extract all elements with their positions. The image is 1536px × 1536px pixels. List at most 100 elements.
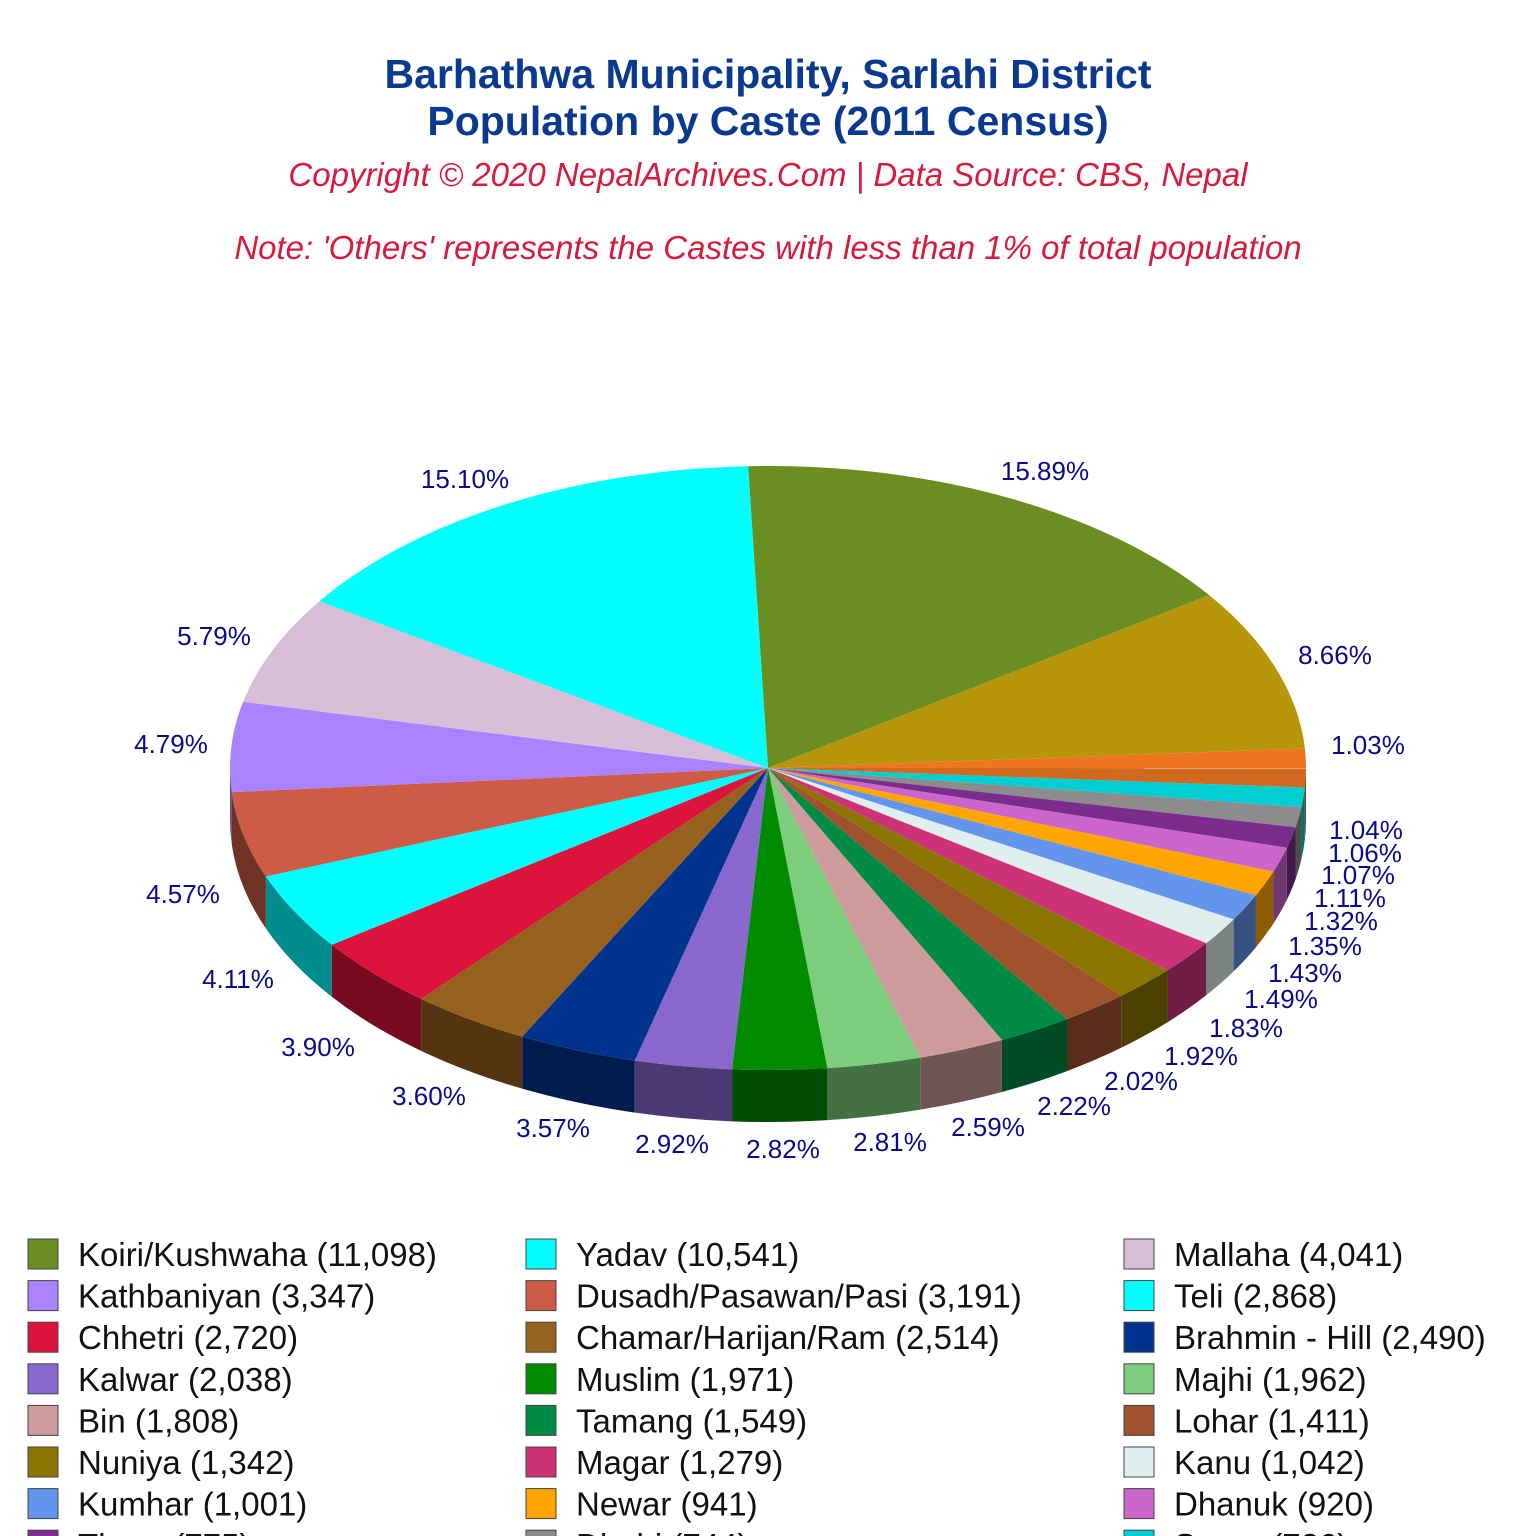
pct-label: 15.89%: [1001, 456, 1089, 486]
pie-side-kumhar: [1233, 895, 1256, 972]
legend-item-majhi: Majhi (1,962): [1123, 1361, 1367, 1398]
pie-slice-kanu: [768, 768, 1234, 944]
pie-slice-lohar: [768, 768, 1122, 1020]
legend-item-tamang: Tamang (1,549): [525, 1402, 807, 1439]
pie-slice-brahmin-hill: [522, 768, 768, 1061]
pct-label: 2.82%: [746, 1134, 820, 1164]
legend-swatch: [525, 1321, 557, 1353]
legend-item-chamar-harijan-ram: Chamar/Harijan/Ram (2,514): [525, 1319, 1000, 1356]
legend-label: Dhanuk (920): [1174, 1486, 1374, 1523]
legend-label: Sonar (726): [1174, 1527, 1348, 1536]
pie-side-tamang: [1001, 1019, 1068, 1092]
legend-item-kalwar: Kalwar (2,038): [27, 1361, 293, 1398]
pie-top: [229, 466, 1306, 1070]
legend-swatch: [525, 1280, 557, 1312]
pct-label: 2.59%: [951, 1112, 1025, 1142]
pct-label: 4.79%: [134, 729, 208, 759]
pct-label: 1.35%: [1288, 931, 1362, 961]
pct-label: 2.02%: [1104, 1066, 1178, 1096]
pct-label: 3.90%: [281, 1032, 355, 1062]
legend-swatch: [525, 1446, 557, 1478]
pie-side-magar: [1167, 943, 1207, 1023]
legend-swatch: [525, 1363, 557, 1395]
legend-label: Kumhar (1,001): [78, 1486, 307, 1523]
legend-swatch: [27, 1446, 59, 1478]
legend-item-dusadh-pasawan-pasi: Dusadh/Pasawan/Pasi (3,191): [525, 1278, 1022, 1315]
legend-item-chhetri: Chhetri (2,720): [27, 1319, 298, 1356]
pie-side-kanu: [1206, 919, 1234, 996]
pct-label: 1.06%: [1328, 838, 1402, 868]
pct-label: 1.07%: [1321, 860, 1395, 890]
legend-label: Dusadh/Pasawan/Pasi (3,191): [576, 1278, 1022, 1315]
legend-label: Teli (2,868): [1174, 1278, 1337, 1315]
legend-label: Koiri/Kushwaha (11,098): [78, 1236, 437, 1273]
pie-side-kalwar: [634, 1060, 733, 1122]
pie-side-dhanuk: [1273, 847, 1287, 924]
legend-swatch: [1123, 1363, 1155, 1395]
pct-label: 1.32%: [1304, 906, 1378, 936]
legend-swatch: [1123, 1321, 1155, 1353]
pie-side-muslim: [732, 1068, 828, 1122]
pie-slice-bin: [768, 768, 1002, 1058]
legend-item-kumhar: Kumhar (1,001): [27, 1486, 307, 1523]
legend-item-newar: Newar (941): [525, 1486, 758, 1523]
pie-slice-others: [768, 595, 1305, 768]
pie-side-dusadh-pasawan-pasi: [231, 792, 266, 929]
legend-item-dhobi: Dhobi (744): [525, 1527, 748, 1536]
pie-slice-thaaru: [768, 748, 1306, 769]
pie-slice-dusadh-pasawan-pasi: [231, 768, 769, 877]
pct-label: 3.60%: [392, 1081, 466, 1111]
legend-swatch: [27, 1363, 59, 1395]
pie-side-brahmin-hill: [522, 1036, 635, 1113]
legend-label: Tharu (775): [78, 1527, 250, 1536]
legend-item-koiri-kushwaha: Koiri/Kushwaha (11,098): [27, 1236, 437, 1273]
legend-swatch: [27, 1238, 59, 1270]
legend-label: Majhi (1,962): [1174, 1361, 1367, 1398]
legend-item-tharu: Tharu (775): [27, 1527, 250, 1536]
legend-item-sonar: Sonar (726): [1123, 1527, 1348, 1536]
pie-slice-magar: [768, 768, 1207, 971]
pie-slice-koiri-kushwaha: [748, 466, 1210, 768]
legend-label: Lohar (1,411): [1174, 1402, 1370, 1439]
legend-item-mallaha: Mallaha (4,041): [1123, 1236, 1403, 1273]
pie-slice-mallaha: [243, 601, 768, 768]
pct-label: 4.57%: [146, 879, 220, 909]
legend-item-muslim: Muslim (1,971): [525, 1361, 794, 1398]
pie-side-dhobi: [1295, 807, 1302, 880]
pie-slice-teli: [265, 768, 768, 945]
pie-slice-tamang: [768, 768, 1068, 1040]
pct-label: 4.11%: [202, 964, 274, 994]
legend-swatch: [525, 1238, 557, 1270]
legend-item-nuniya: Nuniya (1,342): [27, 1444, 294, 1481]
legend-item-teli: Teli (2,868): [1123, 1278, 1337, 1315]
pie-slice-kumhar: [768, 768, 1256, 920]
legend: Koiri/Kushwaha (11,098) Yadav (10,541) Mal…: [27, 1236, 1486, 1536]
pie-slice-sonar: [768, 768, 1305, 808]
pct-label: 1.11%: [1314, 883, 1386, 913]
pct-label: 15.10%: [421, 464, 509, 494]
legend-swatch: [27, 1321, 59, 1353]
legend-label: Nuniya (1,342): [78, 1444, 294, 1481]
pie-slice-dhobi: [768, 768, 1302, 828]
chart-title-line-2: Population by Caste (2011 Census): [427, 98, 1108, 144]
legend-swatch: [525, 1488, 557, 1520]
pie-slice-dhanuk: [768, 768, 1287, 872]
pct-label: 1.83%: [1209, 1013, 1283, 1043]
legend-label: Kanu (1,042): [1174, 1444, 1365, 1481]
legend-item-bin: Bin (1,808): [27, 1402, 239, 1439]
legend-item-brahmin-hill: Brahmin - Hill (2,490): [1123, 1319, 1486, 1356]
pie-side-unlabeled: [1304, 768, 1306, 840]
legend-label: Newar (941): [576, 1486, 758, 1523]
pie-side-chamar-harijan-ram: [421, 998, 523, 1089]
pie-side-nuniya: [1121, 970, 1168, 1048]
pct-label: 3.57%: [516, 1113, 590, 1143]
pie-side-chhetri: [331, 944, 422, 1051]
pie-sides: [230, 768, 1306, 1122]
legend-label: Kathbaniyan (3,347): [78, 1278, 375, 1315]
pie-slice-yadav: [319, 466, 768, 768]
pie-slice-newar: [768, 768, 1274, 896]
pie-side-majhi: [827, 1057, 921, 1121]
pie-side-bin: [920, 1039, 1002, 1110]
pie-slice-kathbaniyan: [229, 701, 768, 793]
